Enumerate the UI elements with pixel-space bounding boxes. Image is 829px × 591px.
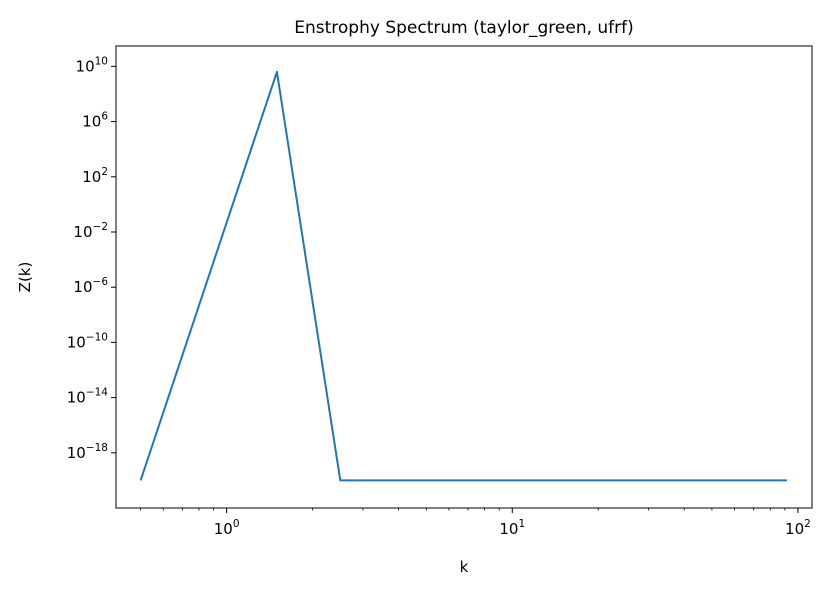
y-tick-label: 10−2 — [73, 221, 108, 241]
x-ticks: 100 101 102 — [140, 508, 811, 538]
x-axis-label: k — [460, 558, 469, 576]
y-tick-label: 1010 — [76, 55, 108, 75]
plot-background — [116, 46, 812, 508]
chart-title: Enstrophy Spectrum (taylor_green, ufrf) — [294, 18, 634, 38]
y-axis-label: Z(k) — [16, 262, 34, 293]
x-tick-label: 102 — [785, 518, 811, 538]
series-line — [139, 70, 787, 482]
x-tick-label: 100 — [214, 518, 240, 538]
y-tick-label: 10−18 — [67, 442, 108, 462]
y-ticks: 1010 106 102 10−2 10−6 10−10 10−14 10−18 — [67, 55, 116, 462]
plot-frame — [115, 45, 813, 509]
y-tick-label: 10−14 — [67, 387, 109, 407]
y-tick-label: 102 — [82, 166, 108, 186]
x-tick-label: 101 — [499, 518, 525, 538]
y-tick-label: 10−10 — [67, 331, 108, 351]
y-tick-label: 106 — [82, 111, 108, 131]
y-tick-label: 10−6 — [73, 276, 108, 296]
